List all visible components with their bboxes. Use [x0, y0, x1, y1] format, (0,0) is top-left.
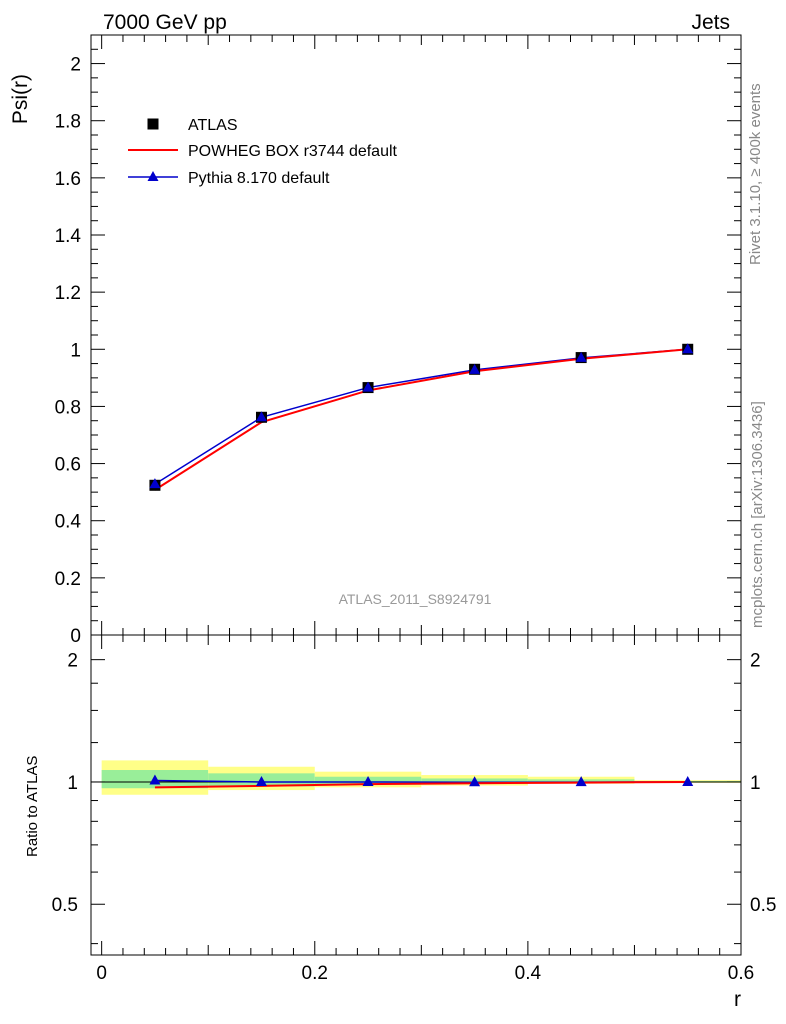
ratio-y-tick-label-right: 0.5	[750, 895, 776, 916]
y-tick-label: 1.4	[55, 226, 82, 247]
ratio-y-tick-label-right: 2	[750, 651, 761, 672]
header-right: Jets	[691, 11, 730, 34]
mcplots-label: mcplots.cern.ch [arXiv:1306.3436]	[749, 401, 766, 628]
ratio-pythia-point	[575, 776, 587, 787]
main-ylabel: Psi(r)	[9, 74, 32, 124]
legend-powheg-label: POWHEG BOX r3744 default	[188, 143, 398, 160]
legend-atlas-marker	[147, 118, 159, 130]
ratio-pythia-point	[469, 776, 481, 787]
ratio-pythia-point	[362, 775, 374, 786]
y-tick-label: 1.6	[55, 169, 81, 190]
x-tick-label: 0.2	[302, 963, 328, 984]
y-tick-label: 2	[70, 55, 81, 76]
legend-atlas-label: ATLAS	[188, 117, 238, 134]
y-tick-label: 0	[70, 626, 81, 647]
x-tick-label: 0.6	[728, 963, 754, 984]
rivet-label: Rivet 3.1.10, ≥ 400k events	[747, 83, 764, 265]
header-left: 7000 GeV pp	[103, 11, 227, 34]
ratio-y-tick-label: 2	[67, 651, 78, 672]
pythia-point	[149, 478, 161, 489]
ratio-y-tick-label: 0.5	[52, 895, 78, 916]
pythia-point	[575, 351, 587, 362]
pythia-point	[682, 343, 694, 354]
pythia-point	[469, 363, 481, 374]
legend-pythia-label: Pythia 8.170 default	[188, 170, 330, 187]
y-tick-label: 0.6	[55, 455, 81, 476]
ratio-y-tick-label: 1	[67, 773, 78, 794]
ratio-pythia-point	[255, 775, 267, 786]
analysis-label: ATLAS_2011_S8924791	[339, 591, 492, 607]
ratio-pythia-point	[149, 774, 161, 785]
ratio-powheg-line	[154, 780, 688, 789]
x-tick-label: 0.4	[515, 963, 542, 984]
y-tick-label: 1	[70, 340, 81, 361]
legend: ATLAS POWHEG BOX r3744 default Pythia 8.17…	[128, 117, 398, 187]
ratio-y-tick-label-right: 1	[750, 773, 761, 794]
legend-pythia-marker	[147, 171, 159, 181]
powheg-line	[154, 348, 688, 491]
y-tick-label: 0.8	[55, 397, 81, 418]
y-tick-label: 0.2	[55, 569, 81, 590]
ratio-ylabel: Ratio to ATLAS	[24, 756, 41, 857]
ratio-frame	[90, 634, 742, 956]
ratio-pythia-point	[682, 775, 694, 786]
y-tick-label: 1.8	[55, 112, 81, 133]
pythia-line	[154, 348, 688, 485]
pythia-point	[362, 381, 374, 392]
x-axis-label: r	[734, 988, 741, 1011]
y-tick-label: 1.2	[55, 283, 81, 304]
ratio-panel: 0 0.2 0.4 0.6 0.5 0.5 1 1 2 2 Ratio to ATLAS r	[24, 634, 776, 1011]
x-tick-label: 0	[96, 963, 107, 984]
pythia-point	[255, 411, 267, 422]
main-panel: 0 0.2 0.4 0.6 0.8 1 1.2 1.4 1.6 1.8 2 Psi(r) ATLAS…	[9, 34, 742, 647]
y-tick-label: 0.4	[55, 512, 82, 533]
